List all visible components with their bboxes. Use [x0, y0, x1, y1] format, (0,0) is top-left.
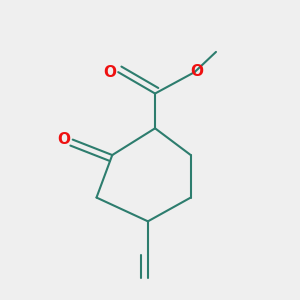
Text: O: O: [103, 64, 116, 80]
Text: O: O: [190, 64, 203, 79]
Text: O: O: [57, 131, 70, 146]
